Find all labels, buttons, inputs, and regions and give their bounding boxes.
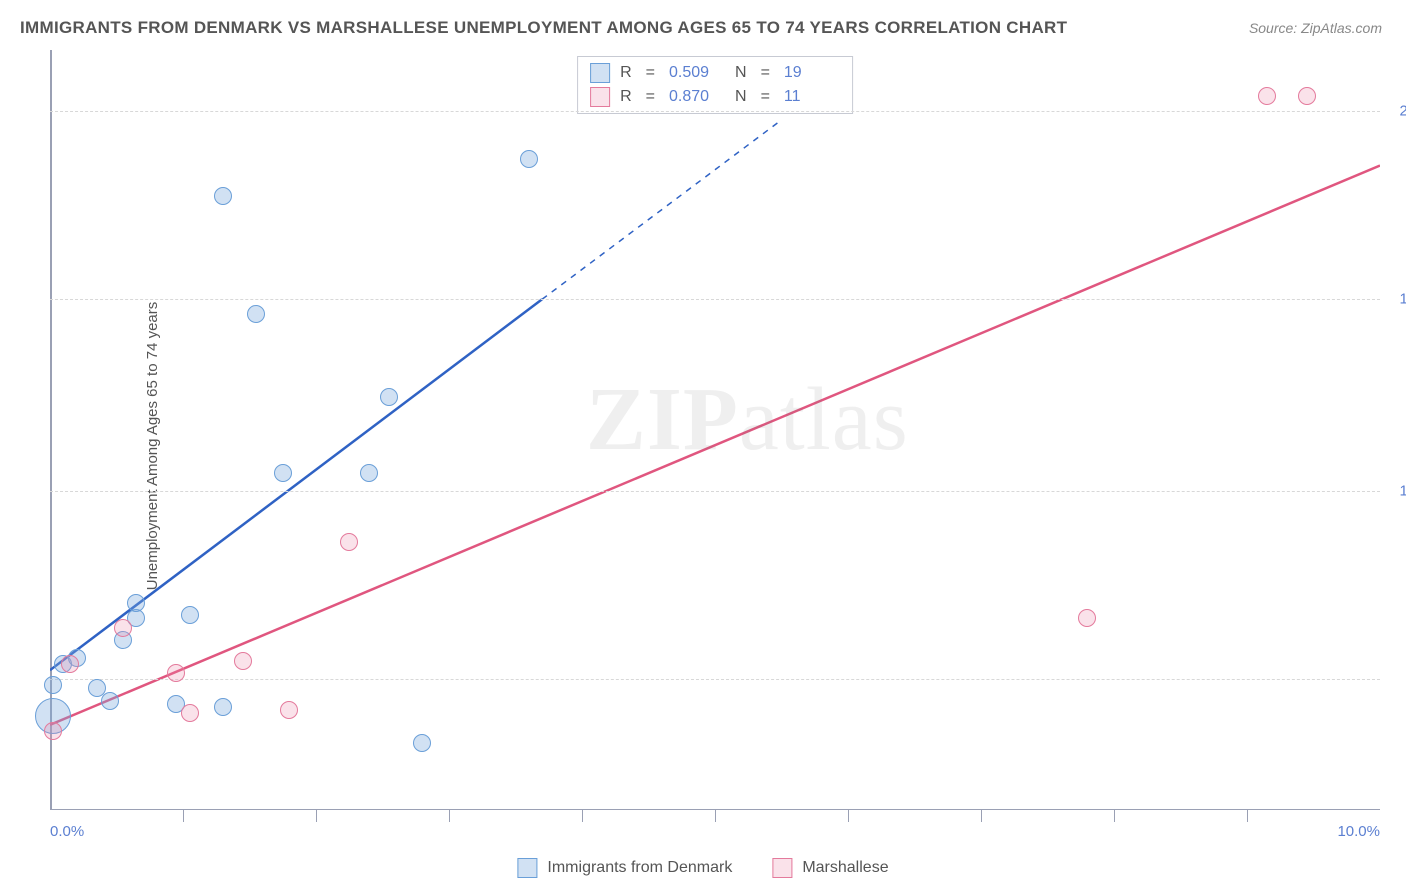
watermark: ZIPatlas [586, 368, 909, 471]
x-minor-tick [1247, 810, 1248, 822]
scatter-point-denmark [520, 150, 538, 168]
legend-item-marshallese: Marshallese [772, 858, 888, 878]
scatter-point-denmark [413, 734, 431, 752]
gridline-h [50, 111, 1380, 112]
legend-R-label: R [620, 85, 632, 109]
legend-N-label: N [735, 61, 747, 85]
scatter-point-marshallese [114, 619, 132, 637]
scatter-point-denmark [127, 594, 145, 612]
scatter-point-denmark [181, 606, 199, 624]
gridline-h [50, 299, 1380, 300]
y-tick-label: 12.5% [1399, 482, 1406, 499]
legend-swatch-marshallese [772, 858, 792, 878]
scatter-point-marshallese [61, 655, 79, 673]
legend-eq: = [761, 85, 770, 109]
scatter-point-denmark [44, 676, 62, 694]
legend-N-value-marshallese: 11 [784, 85, 840, 109]
x-tick-label: 10.0% [1337, 823, 1380, 840]
x-minor-tick [316, 810, 317, 822]
scatter-point-marshallese [1298, 87, 1316, 105]
x-tick-label: 0.0% [50, 823, 84, 840]
gridline-h [50, 679, 1380, 680]
scatter-point-marshallese [181, 704, 199, 722]
legend-label-denmark: Immigrants from Denmark [547, 859, 732, 877]
scatter-point-denmark [274, 464, 292, 482]
y-axis-line [50, 50, 52, 810]
scatter-point-denmark [101, 692, 119, 710]
legend-eq: = [646, 61, 655, 85]
scatter-point-marshallese [340, 533, 358, 551]
scatter-point-denmark [380, 388, 398, 406]
scatter-point-marshallese [280, 701, 298, 719]
x-minor-tick [981, 810, 982, 822]
legend-series: Immigrants from Denmark Marshallese [517, 858, 888, 878]
legend-swatch-denmark [517, 858, 537, 878]
scatter-point-denmark [360, 464, 378, 482]
scatter-point-denmark [214, 187, 232, 205]
scatter-point-marshallese [234, 652, 252, 670]
plot-area: R = 0.509 N = 19 R = 0.870 N = 11 ZIPatl… [50, 50, 1380, 810]
x-minor-tick [582, 810, 583, 822]
scatter-point-marshallese [1258, 87, 1276, 105]
legend-stats-row: R = 0.870 N = 11 [590, 85, 840, 109]
scatter-point-denmark [214, 698, 232, 716]
scatter-point-denmark [247, 305, 265, 323]
trend-line-marshallese [50, 166, 1380, 725]
watermark-zip: ZIP [586, 370, 739, 469]
legend-R-value-denmark: 0.509 [669, 61, 725, 85]
legend-stats-row: R = 0.509 N = 19 [590, 61, 840, 85]
legend-swatch-denmark [590, 63, 610, 83]
scatter-point-marshallese [1078, 609, 1096, 627]
scatter-point-marshallese [167, 664, 185, 682]
trend-line-denmark [50, 299, 542, 670]
correlation-chart: IMMIGRANTS FROM DENMARK VS MARSHALLESE U… [0, 0, 1406, 892]
legend-swatch-marshallese [590, 87, 610, 107]
legend-N-value-denmark: 19 [784, 61, 840, 85]
legend-N-label: N [735, 85, 747, 109]
x-minor-tick [449, 810, 450, 822]
source-credit: Source: ZipAtlas.com [1249, 20, 1382, 36]
legend-eq: = [646, 85, 655, 109]
gridline-h [50, 491, 1380, 492]
scatter-point-marshallese [44, 722, 62, 740]
x-minor-tick [848, 810, 849, 822]
y-tick-label: 18.8% [1399, 291, 1406, 308]
chart-title: IMMIGRANTS FROM DENMARK VS MARSHALLESE U… [20, 18, 1067, 38]
trend-lines [50, 50, 1380, 810]
legend-item-denmark: Immigrants from Denmark [517, 858, 732, 878]
legend-R-value-marshallese: 0.870 [669, 85, 725, 109]
x-minor-tick [1114, 810, 1115, 822]
x-minor-tick [715, 810, 716, 822]
trend-line-dashed-denmark [542, 120, 781, 299]
legend-eq: = [761, 61, 770, 85]
legend-label-marshallese: Marshallese [802, 859, 888, 877]
x-minor-tick [183, 810, 184, 822]
watermark-atlas: atlas [739, 370, 909, 469]
legend-stats-box: R = 0.509 N = 19 R = 0.870 N = 11 [577, 56, 853, 114]
y-tick-label: 25.0% [1399, 102, 1406, 119]
legend-R-label: R [620, 61, 632, 85]
